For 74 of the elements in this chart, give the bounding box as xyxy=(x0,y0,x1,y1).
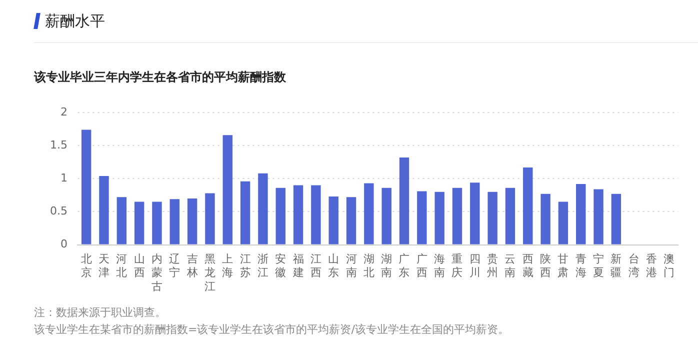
x-tick-label: 山西 xyxy=(134,252,145,280)
x-tick-label: 江苏 xyxy=(240,252,251,280)
bar xyxy=(346,197,356,244)
x-tick-label: 宁夏 xyxy=(593,252,604,280)
bar xyxy=(99,176,109,244)
y-tick-label: 1.5 xyxy=(50,138,68,152)
bar xyxy=(293,185,304,244)
bar xyxy=(558,202,568,244)
y-tick-label: 0 xyxy=(60,238,68,251)
bar xyxy=(452,188,462,244)
x-tick-label: 河南 xyxy=(346,252,357,280)
bar xyxy=(417,191,427,244)
x-tick-label: 湖北 xyxy=(363,252,374,280)
x-tick-label: 澳门 xyxy=(664,252,675,280)
bar xyxy=(116,197,127,244)
bar xyxy=(540,194,550,244)
bar xyxy=(434,192,444,244)
x-tick-label: 天津 xyxy=(98,252,110,280)
chart-subtitle: 该专业毕业三年内学生在各省市的平均薪酬指数 xyxy=(34,69,286,86)
y-tick-label: 0.5 xyxy=(50,204,68,218)
bar xyxy=(240,181,250,244)
bar xyxy=(311,185,321,244)
x-tick-label: 辽宁 xyxy=(169,252,180,280)
x-tick-label: 江西 xyxy=(310,252,322,280)
x-tick-label: 甘肃 xyxy=(558,252,569,280)
bar xyxy=(523,167,533,244)
x-tick-label: 山东 xyxy=(328,252,340,280)
x-tick-label: 海南 xyxy=(434,252,446,280)
bar xyxy=(205,193,215,244)
x-tick-label: 西藏 xyxy=(522,252,534,280)
bar xyxy=(276,188,286,244)
x-tick-label: 黑龙江 xyxy=(204,252,216,293)
bar xyxy=(364,183,374,244)
x-tick-label: 福建 xyxy=(292,252,304,280)
bar xyxy=(328,196,338,244)
bar xyxy=(576,184,586,244)
x-tick-label: 上海 xyxy=(222,252,234,280)
y-tick-label: 2 xyxy=(60,105,68,118)
x-tick-label: 青海 xyxy=(575,252,586,280)
bar xyxy=(382,188,392,244)
y-tick-label: 1 xyxy=(60,172,68,185)
bar xyxy=(187,198,198,244)
x-tick-label: 云南 xyxy=(504,252,516,280)
bar xyxy=(152,202,162,244)
bar xyxy=(488,192,498,244)
bar xyxy=(222,135,232,244)
x-tick-label: 四川 xyxy=(469,252,480,280)
x-tick-label: 新疆 xyxy=(610,252,622,280)
bar xyxy=(505,188,516,244)
bar xyxy=(170,199,180,244)
bar xyxy=(470,182,480,244)
x-tick-label: 贵州 xyxy=(487,252,498,280)
x-tick-label: 河北 xyxy=(116,252,128,280)
x-tick-label: 吉林 xyxy=(186,252,198,280)
x-tick-label: 北京 xyxy=(80,252,92,280)
x-tick-label: 湖南 xyxy=(381,252,392,280)
bar xyxy=(594,189,604,244)
x-tick-label: 内蒙古 xyxy=(151,252,162,293)
x-tick-label: 香港 xyxy=(646,252,658,280)
x-tick-label: 陕西 xyxy=(540,252,552,280)
chart-title: 薪酬水平 xyxy=(45,11,105,32)
text: 注：数据来源于职业调查。 xyxy=(34,305,167,321)
x-tick-label: 重庆 xyxy=(452,252,463,280)
bar xyxy=(611,194,622,244)
x-tick-label: 安徽 xyxy=(275,252,286,280)
x-tick-label: 浙江 xyxy=(257,252,268,280)
bar xyxy=(134,202,144,244)
x-tick-label: 广东 xyxy=(398,252,410,280)
text: 该专业学生在某省市的薪酬指数=该专业学生在该省市的平均薪资/该专业学生在全国的平均薪资。 xyxy=(34,322,509,338)
bar xyxy=(258,173,268,244)
x-tick-label: 台湾 xyxy=(628,252,640,280)
bar xyxy=(81,130,92,244)
bar xyxy=(399,158,410,244)
x-tick-label: 广西 xyxy=(416,252,428,280)
